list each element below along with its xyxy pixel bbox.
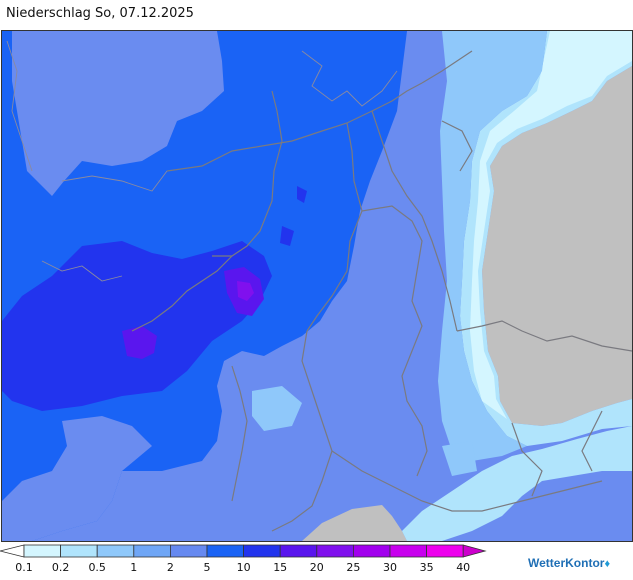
legend-swatch xyxy=(352,544,391,558)
legend-label: 10 xyxy=(236,561,251,574)
precip-area-20-25mm xyxy=(237,281,254,301)
dry-land-east xyxy=(482,66,632,426)
legend-swatch xyxy=(389,544,427,558)
legend-label: 1 xyxy=(130,561,138,574)
legend-swatch xyxy=(243,544,281,558)
coastlines xyxy=(6,40,398,282)
country-borders xyxy=(131,50,632,532)
drop-icon: ♦ xyxy=(604,558,611,570)
legend-swatch xyxy=(133,544,171,558)
precip-light-patch-se xyxy=(252,386,477,476)
legend-label: 40 xyxy=(456,561,471,574)
legend-label: 35 xyxy=(419,561,434,574)
precip-area-10-15mm xyxy=(2,241,272,411)
legend-label: 20 xyxy=(309,561,324,574)
legend-swatch xyxy=(279,544,318,558)
legend-swatch xyxy=(316,544,354,558)
legend-swatch xyxy=(169,544,208,558)
legend-label: 30 xyxy=(383,561,397,574)
precip-area-15-20mm-a xyxy=(122,326,157,359)
legend-label: 0.2 xyxy=(51,561,70,574)
legend-label: 15 xyxy=(273,561,288,574)
precipitation-legend: 0.1 0.2 0.5 1 2 5 10 15 20 25 30 35 40 xyxy=(0,543,505,577)
legend-label: 5 xyxy=(203,561,211,574)
legend-swatch xyxy=(426,544,464,558)
precip-light-bay-west xyxy=(12,31,224,196)
precipitation-map xyxy=(1,30,633,542)
wetterkontor-logo: WetterKontor♦ xyxy=(528,556,610,570)
legend-labels: 0.1 0.2 0.5 1 2 5 10 15 20 25 30 35 40 xyxy=(0,561,505,575)
dry-land-south xyxy=(302,505,407,541)
brand-name: WetterKontor xyxy=(528,556,605,570)
legend-arrow-low xyxy=(0,544,25,558)
map-title: Niederschlag So, 07.12.2025 xyxy=(6,6,194,21)
precip-band-0-2mm xyxy=(470,31,632,419)
legend-swatch xyxy=(206,544,244,558)
precip-band-0-5mm-south xyxy=(402,426,632,541)
legend-label: 0.1 xyxy=(15,561,33,574)
precip-spot-small xyxy=(182,186,307,321)
precip-light-lower-west xyxy=(2,416,152,541)
legend-label: 0.5 xyxy=(88,561,106,574)
legend-arrow-high xyxy=(462,544,487,558)
legend-swatch xyxy=(60,544,98,558)
legend-color-bar xyxy=(0,544,487,558)
legend-label: 2 xyxy=(166,561,174,574)
legend-swatch xyxy=(23,544,61,558)
legend-label: 25 xyxy=(346,561,361,574)
legend-swatch xyxy=(96,544,135,558)
